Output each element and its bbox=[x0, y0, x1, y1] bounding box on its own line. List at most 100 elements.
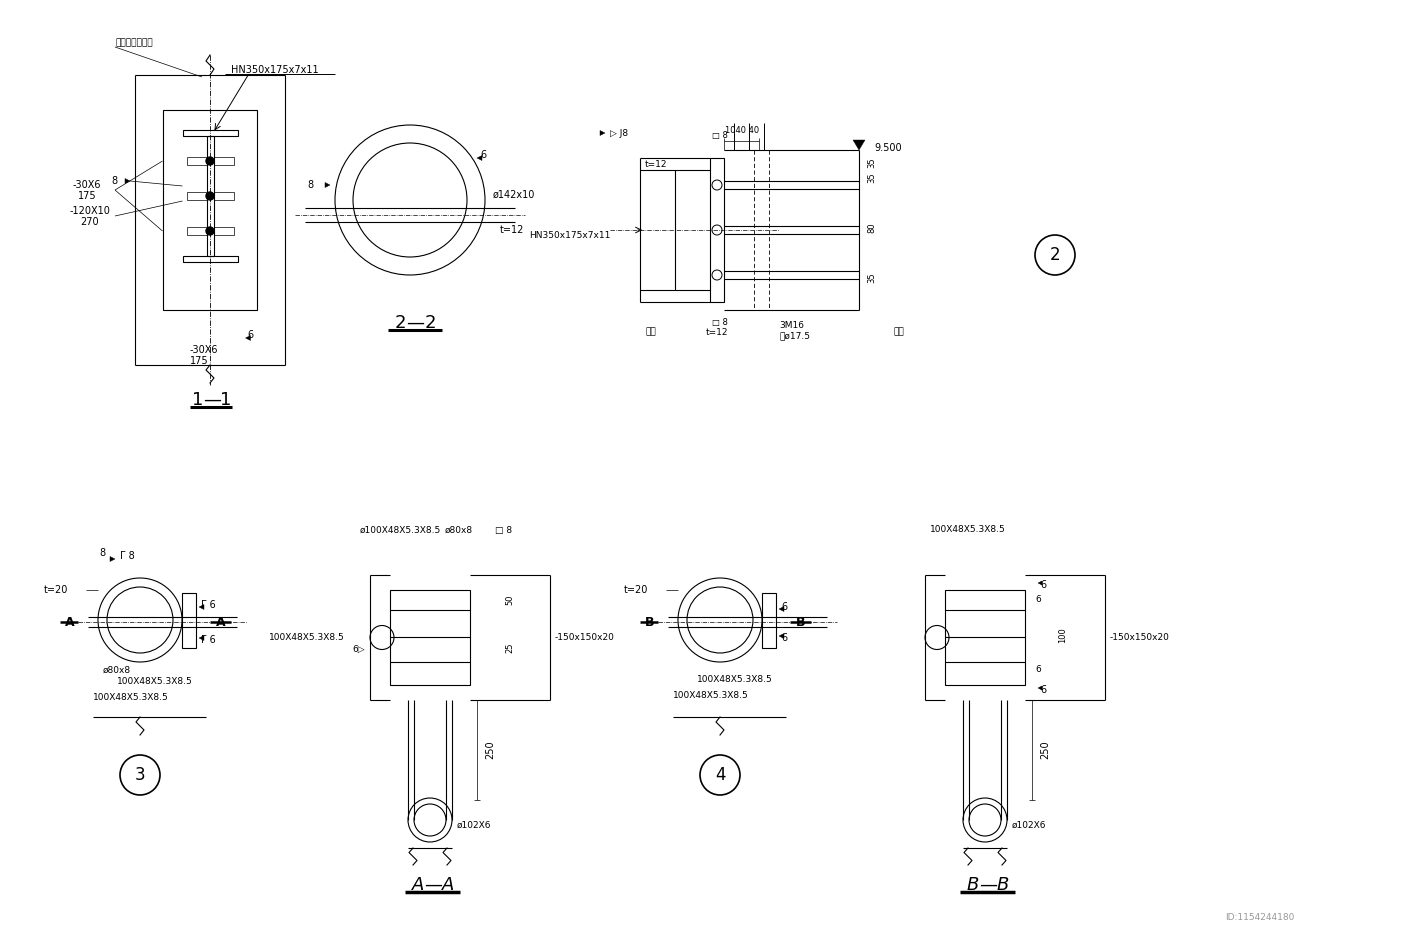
Text: 钢筋混凝土楼板: 钢筋混凝土楼板 bbox=[116, 39, 152, 47]
Text: 主梁: 主梁 bbox=[645, 327, 655, 337]
Text: A: A bbox=[216, 615, 225, 629]
Bar bbox=[390, 590, 471, 685]
Text: t=12: t=12 bbox=[645, 160, 668, 168]
Text: Γ 8: Γ 8 bbox=[120, 551, 135, 561]
Polygon shape bbox=[245, 336, 251, 341]
Circle shape bbox=[206, 192, 214, 200]
Text: 250: 250 bbox=[485, 741, 495, 759]
Text: 25: 25 bbox=[506, 643, 514, 653]
Polygon shape bbox=[1038, 581, 1043, 585]
Text: -150x150x20: -150x150x20 bbox=[1110, 633, 1169, 642]
Polygon shape bbox=[125, 179, 130, 183]
Text: 8: 8 bbox=[99, 548, 106, 558]
Text: 175: 175 bbox=[77, 191, 96, 201]
Polygon shape bbox=[199, 635, 204, 641]
Text: ▷ J8: ▷ J8 bbox=[610, 129, 628, 137]
Text: 3M16: 3M16 bbox=[779, 321, 805, 329]
Bar bbox=[945, 590, 1024, 685]
Text: 6: 6 bbox=[781, 602, 788, 612]
Polygon shape bbox=[852, 140, 865, 150]
Text: 100X48X5.3X8.5: 100X48X5.3X8.5 bbox=[93, 693, 169, 701]
Text: 100X48X5.3X8.5: 100X48X5.3X8.5 bbox=[697, 676, 774, 684]
Bar bbox=[214, 192, 234, 200]
Text: 1: 1 bbox=[192, 391, 204, 409]
Text: 2: 2 bbox=[1050, 246, 1061, 264]
Text: ID:1154244180: ID:1154244180 bbox=[1226, 914, 1295, 922]
Text: 50: 50 bbox=[506, 595, 514, 605]
Text: 6: 6 bbox=[1040, 580, 1045, 590]
Text: —: — bbox=[979, 876, 998, 894]
Text: 35: 35 bbox=[867, 158, 876, 168]
Bar bbox=[182, 593, 196, 647]
Text: □ 8: □ 8 bbox=[712, 131, 728, 139]
Text: ø80x8: ø80x8 bbox=[103, 665, 131, 675]
Text: A: A bbox=[65, 615, 75, 629]
Polygon shape bbox=[110, 556, 116, 562]
Circle shape bbox=[206, 227, 214, 235]
Text: -30X6: -30X6 bbox=[73, 180, 101, 190]
Text: B: B bbox=[996, 876, 1009, 894]
Bar bbox=[183, 130, 238, 136]
Bar bbox=[183, 256, 238, 262]
Text: 175: 175 bbox=[190, 356, 209, 366]
Text: —: — bbox=[203, 391, 221, 409]
Text: -150x150x20: -150x150x20 bbox=[555, 633, 614, 642]
Text: t=20: t=20 bbox=[624, 585, 648, 595]
Bar bbox=[186, 192, 207, 200]
Text: B: B bbox=[967, 876, 979, 894]
Bar bbox=[214, 157, 234, 165]
Text: HN350x175x7x11: HN350x175x7x11 bbox=[528, 231, 610, 240]
Text: 100X48X5.3X8.5: 100X48X5.3X8.5 bbox=[674, 691, 748, 699]
Polygon shape bbox=[779, 607, 783, 612]
Text: 6▷: 6▷ bbox=[352, 645, 365, 654]
Text: HN350x175x7x11: HN350x175x7x11 bbox=[231, 65, 318, 75]
Text: 1: 1 bbox=[220, 391, 231, 409]
Text: 次梁: 次梁 bbox=[893, 327, 905, 337]
Circle shape bbox=[206, 157, 214, 165]
Text: t=20: t=20 bbox=[44, 585, 68, 595]
Text: 100: 100 bbox=[1058, 627, 1068, 643]
Text: 孔ø17.5: 孔ø17.5 bbox=[779, 331, 810, 341]
Text: 6: 6 bbox=[1036, 596, 1041, 604]
Text: 2: 2 bbox=[424, 314, 435, 332]
Text: -120X10: -120X10 bbox=[69, 206, 110, 216]
Text: 270: 270 bbox=[80, 217, 99, 227]
Text: t=12: t=12 bbox=[500, 225, 524, 235]
Text: 250: 250 bbox=[1040, 741, 1050, 759]
Text: A: A bbox=[411, 876, 424, 894]
Bar bbox=[186, 227, 207, 235]
Text: t=12: t=12 bbox=[706, 327, 728, 337]
Text: 8: 8 bbox=[111, 176, 117, 186]
Text: -30X6: -30X6 bbox=[190, 345, 218, 355]
Polygon shape bbox=[1038, 686, 1043, 690]
Text: 6: 6 bbox=[248, 330, 254, 340]
Text: 6: 6 bbox=[781, 633, 788, 643]
Polygon shape bbox=[600, 131, 604, 136]
Text: 1040 40: 1040 40 bbox=[726, 125, 759, 135]
Polygon shape bbox=[779, 633, 783, 639]
Text: —: — bbox=[406, 314, 424, 332]
Text: 6: 6 bbox=[1036, 665, 1041, 675]
Text: 2: 2 bbox=[395, 314, 406, 332]
Text: 35: 35 bbox=[867, 273, 876, 283]
Text: 100X48X5.3X8.5: 100X48X5.3X8.5 bbox=[930, 525, 1006, 534]
Polygon shape bbox=[478, 155, 482, 161]
Polygon shape bbox=[199, 604, 204, 610]
Bar bbox=[762, 593, 776, 647]
Bar bbox=[207, 136, 214, 256]
Text: 3: 3 bbox=[135, 766, 145, 784]
Text: B: B bbox=[645, 615, 655, 629]
Text: 80: 80 bbox=[867, 223, 876, 233]
Text: 8: 8 bbox=[307, 180, 313, 190]
Text: □ 8: □ 8 bbox=[712, 317, 728, 327]
Text: —: — bbox=[424, 876, 442, 894]
Text: 100X48X5.3X8.5: 100X48X5.3X8.5 bbox=[269, 633, 345, 642]
Bar bbox=[214, 227, 234, 235]
Bar bbox=[710, 158, 724, 302]
Text: ø80x8: ø80x8 bbox=[445, 525, 473, 534]
Text: 9.500: 9.500 bbox=[874, 143, 902, 153]
Text: 4: 4 bbox=[714, 766, 726, 784]
Text: □ 8: □ 8 bbox=[495, 525, 511, 534]
Text: ø100X48X5.3X8.5: ø100X48X5.3X8.5 bbox=[361, 525, 441, 534]
Text: ø102X6: ø102X6 bbox=[1012, 821, 1047, 830]
